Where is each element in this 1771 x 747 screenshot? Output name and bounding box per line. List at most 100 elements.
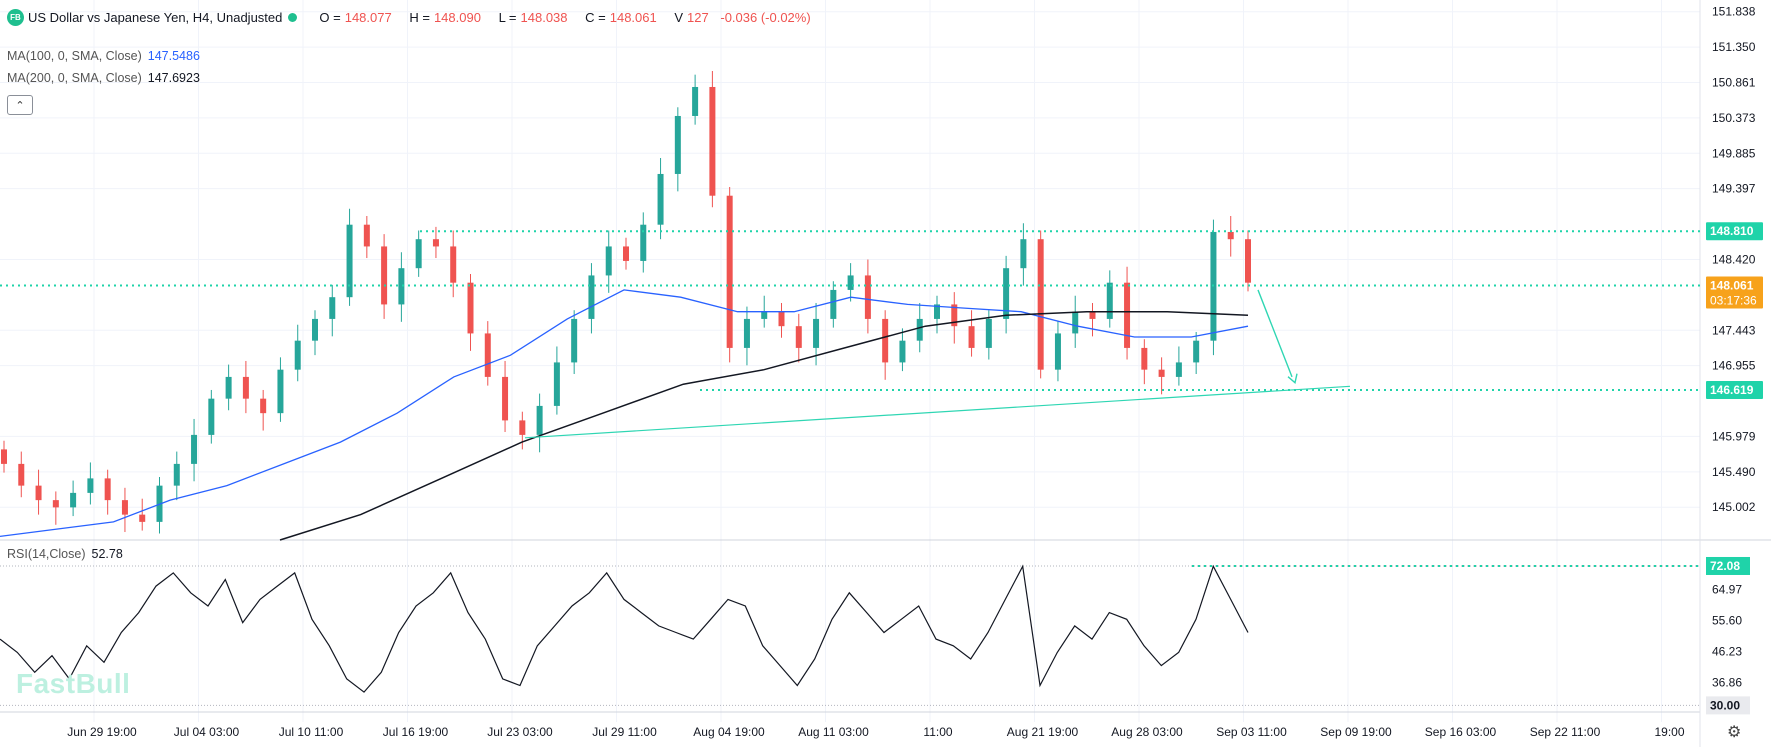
candle-body xyxy=(1193,340,1200,363)
rsi-tag-label: 30.00 xyxy=(1710,698,1740,712)
change-value: -0.036 (-0.02%) xyxy=(720,10,811,25)
price-tick-label: 149.885 xyxy=(1712,146,1756,160)
candle-body xyxy=(312,318,318,341)
time-tick-label: Aug 11 03:00 xyxy=(798,725,869,739)
candle-body xyxy=(225,376,232,399)
candle-body xyxy=(1141,347,1148,370)
candle-body xyxy=(329,297,336,319)
candle-body xyxy=(208,398,215,435)
time-tick-label: Aug 04 19:00 xyxy=(693,725,765,739)
time-tick-label: Jul 10 11:00 xyxy=(279,725,344,739)
candle-body xyxy=(1,449,7,464)
candle-body xyxy=(864,275,871,319)
candle-body xyxy=(294,340,301,370)
candle-body xyxy=(104,478,111,501)
time-tick-label: Sep 09 19:00 xyxy=(1320,725,1392,739)
rsi-value: 52.78 xyxy=(91,547,123,561)
volume-label: V xyxy=(674,10,684,25)
ma200-value: 147.6923 xyxy=(147,71,200,85)
rsi-tag-box xyxy=(1706,696,1750,715)
candle-body xyxy=(277,369,284,414)
low-value: 148.038 xyxy=(520,10,568,25)
candle-body xyxy=(657,173,664,225)
price-tag-box xyxy=(1706,222,1763,241)
time-tick-label: Sep 22 11:00 xyxy=(1530,725,1601,739)
candle-body xyxy=(743,318,750,348)
ma100-legend[interactable]: MA(100, 0, SMA, Close) 147.5486 xyxy=(7,49,200,63)
candle-body xyxy=(1158,369,1165,377)
ma200-legend[interactable]: MA(200, 0, SMA, Close) 147.6923 xyxy=(7,71,200,85)
candle-body xyxy=(985,318,992,348)
ma100-value: 147.5486 xyxy=(147,49,200,63)
candle-body xyxy=(1020,239,1027,269)
price-tick-label: 147.443 xyxy=(1712,323,1756,337)
candle-body xyxy=(242,376,249,399)
candle-body xyxy=(260,398,267,414)
candle-body xyxy=(467,282,474,334)
ohlc-readout: O = 148.077 H = 148.090 L = 148.038 C = 148.… xyxy=(319,10,814,25)
high-value: 148.090 xyxy=(433,10,481,25)
ma100-line xyxy=(0,289,1249,538)
rsi-label: RSI(14,Close) xyxy=(7,547,86,561)
time-tick-label: Jul 23 03:00 xyxy=(487,725,553,739)
high-label: H = xyxy=(409,10,430,25)
low-label: L = xyxy=(498,10,517,25)
time-tick-label: Sep 03 11:00 xyxy=(1216,725,1287,739)
candle-body xyxy=(502,376,509,421)
price-tag-label: 146.619 xyxy=(1710,383,1754,397)
candle-body xyxy=(363,224,370,247)
price-tag-box xyxy=(1706,276,1763,309)
rsi-tick-label: 36.86 xyxy=(1712,676,1742,690)
rsi-legend[interactable]: RSI(14,Close) 52.78 xyxy=(7,547,123,561)
candle-countdown-label: 03:17:36 xyxy=(1710,294,1757,308)
candles-group xyxy=(1,71,1251,534)
time-tick-label: Aug 28 03:00 xyxy=(1111,725,1183,739)
candle-body xyxy=(519,420,526,435)
candle-body xyxy=(795,326,802,348)
time-tick-label: 11:00 xyxy=(923,725,952,739)
rsi-tick-label: 55.60 xyxy=(1712,614,1742,628)
price-tag-box xyxy=(1706,381,1763,400)
candle-body xyxy=(899,340,906,363)
candle-body xyxy=(1054,333,1061,370)
candle-body xyxy=(35,485,42,501)
candle-body xyxy=(484,333,491,377)
candle-body xyxy=(1227,231,1234,240)
time-tick-label: Sep 16 03:00 xyxy=(1425,725,1497,739)
candle-body xyxy=(623,246,629,261)
rsi-tag-box xyxy=(1706,556,1750,575)
open-value: 148.077 xyxy=(344,10,392,25)
candle-body xyxy=(916,318,923,341)
rsi-tag-label: 72.08 xyxy=(1710,559,1740,573)
candle-body xyxy=(18,463,25,486)
price-tick-label: 151.838 xyxy=(1712,5,1756,19)
candle-body xyxy=(588,275,595,319)
candle-body xyxy=(882,318,889,363)
candle-body xyxy=(1175,362,1182,377)
candle-body xyxy=(640,224,647,261)
ma200-label: MA(200, 0, SMA, Close) xyxy=(7,71,142,85)
price-tag-label: 148.810 xyxy=(1710,224,1754,238)
candle-body xyxy=(191,434,198,464)
candle-body xyxy=(52,500,59,508)
candle-body xyxy=(968,326,975,348)
symbol-title[interactable]: US Dollar vs Japanese Yen, H4, Unadjuste… xyxy=(28,10,283,25)
candle-body xyxy=(381,246,388,305)
candle-body xyxy=(1106,282,1113,319)
candle-body xyxy=(934,304,940,319)
candle-body xyxy=(761,311,768,319)
price-tick-label: 145.002 xyxy=(1712,500,1756,514)
open-label: O = xyxy=(319,10,341,25)
close-value: 148.061 xyxy=(609,10,657,25)
candle-body xyxy=(1072,311,1079,334)
watermark-logo: FastBull xyxy=(16,668,131,699)
collapse-legend-button[interactable]: ⌃ xyxy=(7,95,33,115)
candle-body xyxy=(1037,239,1044,370)
price-tick-label: 145.979 xyxy=(1712,429,1756,443)
candle-body xyxy=(346,224,353,298)
gear-icon[interactable]: ⚙ xyxy=(1727,724,1742,741)
candle-body xyxy=(553,362,560,406)
time-tick-label: Jul 16 19:00 xyxy=(383,725,449,739)
rsi-tick-label: 64.97 xyxy=(1712,583,1742,597)
